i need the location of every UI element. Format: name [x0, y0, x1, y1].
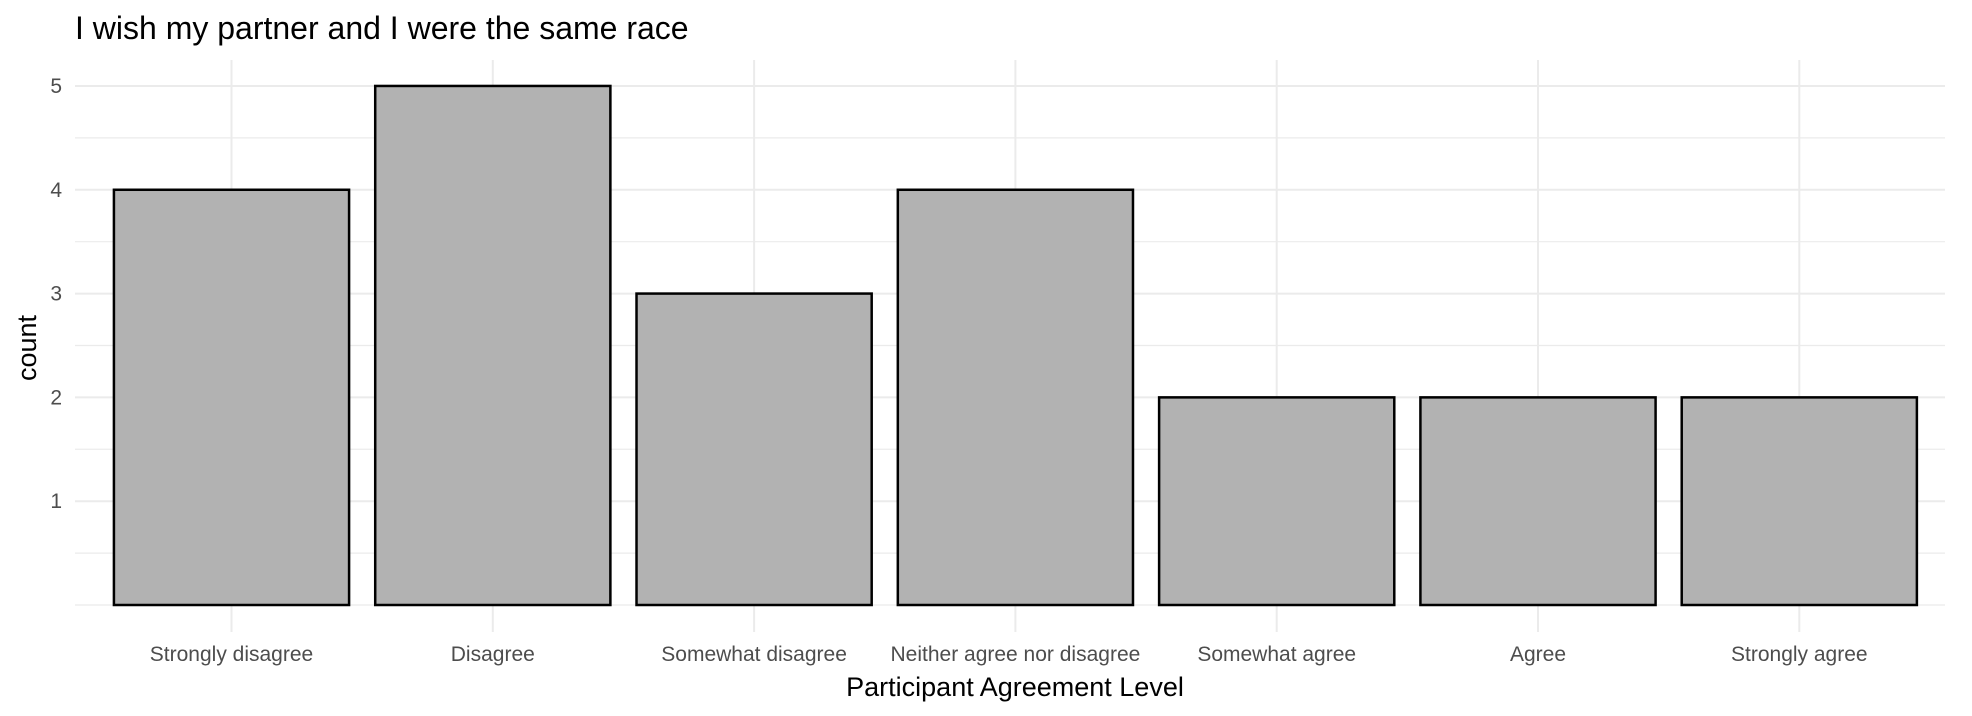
x-tick-label: Agree [1510, 643, 1566, 666]
x-tick-label: Somewhat agree [1197, 643, 1356, 666]
bar [1680, 396, 1919, 607]
y-tick-label: 2 [50, 386, 62, 409]
bar [112, 188, 351, 607]
y-axis-ticks: 1 2 3 4 5 [50, 75, 62, 513]
chart-title: I wish my partner and I were the same ra… [75, 10, 689, 46]
bar [1419, 396, 1657, 607]
y-tick-label: 4 [50, 179, 62, 202]
bars [112, 84, 1919, 607]
x-tick-label: Strongly agree [1731, 643, 1868, 666]
x-tick-label: Somewhat disagree [661, 643, 847, 666]
bar [1157, 396, 1396, 607]
y-tick-label: 1 [50, 490, 62, 513]
x-tick-label: Disagree [451, 643, 535, 666]
y-axis-title: count [12, 314, 42, 381]
y-tick-label: 3 [50, 283, 62, 306]
y-tick-label: 5 [50, 75, 62, 98]
x-tick-label: Strongly disagree [150, 643, 313, 666]
x-axis-title: Participant Agreement Level [846, 672, 1184, 702]
bar [896, 188, 1135, 607]
bar [635, 292, 873, 607]
x-tick-label: Neither agree nor disagree [890, 643, 1140, 666]
x-axis-ticks: Strongly disagree Disagree Somewhat disagr… [150, 643, 1868, 666]
bar [373, 84, 612, 607]
